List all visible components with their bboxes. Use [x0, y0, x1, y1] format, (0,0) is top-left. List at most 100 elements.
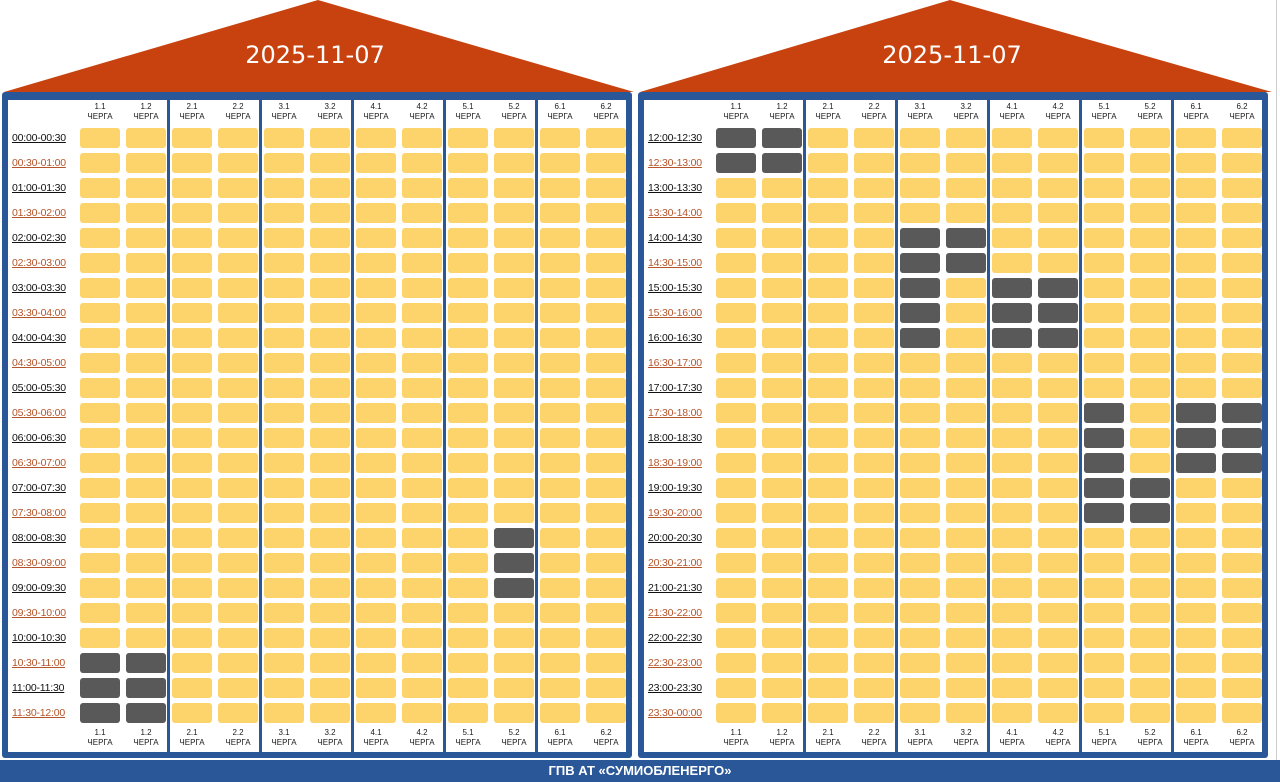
- power-on-cell: [808, 703, 848, 723]
- power-on-cell: [494, 328, 534, 348]
- power-on-cell: [808, 228, 848, 248]
- power-on-cell: [494, 678, 534, 698]
- time-slot-row: 21:30-22:00: [644, 601, 1262, 626]
- power-on-cell: [494, 153, 534, 173]
- queue-word: ЧЕРГА: [953, 112, 979, 121]
- power-on-cell: [1176, 303, 1216, 323]
- power-on-cell: [946, 578, 986, 598]
- queue-number: 1.2: [140, 102, 152, 111]
- queue-number: 1.1: [94, 102, 106, 111]
- power-on-cell: [80, 503, 120, 523]
- time-slot-row: 04:30-05:00: [8, 351, 626, 376]
- time-slot-row: 00:00-00:30: [8, 126, 626, 151]
- outage-cell: [494, 528, 534, 548]
- outage-cell: [1084, 478, 1124, 498]
- power-on-cell: [126, 628, 166, 648]
- power-on-cell: [586, 553, 626, 573]
- power-on-cell: [540, 628, 580, 648]
- power-on-cell: [1038, 628, 1078, 648]
- power-on-cell: [448, 503, 488, 523]
- power-on-cell: [264, 628, 304, 648]
- queue-number: 3.1: [278, 728, 290, 737]
- power-on-cell: [356, 503, 396, 523]
- schedule-grid-right: 1.1 ЧЕРГА 1.2 ЧЕРГА 2.1 ЧЕРГА 2.2 ЧЕРГА 3.1 ЧЕРГА…: [644, 100, 1262, 752]
- power-on-cell: [264, 578, 304, 598]
- queue-header-2.1: 2.1 ЧЕРГА: [169, 102, 215, 122]
- queue-header-6.1: 6.1 ЧЕРГА: [537, 102, 583, 122]
- power-on-cell: [402, 653, 442, 673]
- power-on-cell: [126, 403, 166, 423]
- time-slot-label: 09:30-10:00: [12, 607, 66, 619]
- queue-word: ЧЕРГА: [87, 738, 113, 747]
- power-on-cell: [540, 128, 580, 148]
- time-slot-row: 09:30-10:00: [8, 601, 626, 626]
- power-on-cell: [356, 378, 396, 398]
- time-slot-label: 13:00-13:30: [648, 182, 702, 194]
- power-on-cell: [218, 228, 258, 248]
- power-on-cell: [310, 228, 350, 248]
- power-on-cell: [356, 678, 396, 698]
- power-on-cell: [900, 503, 940, 523]
- queue-number: 1.1: [730, 728, 742, 737]
- power-on-cell: [540, 228, 580, 248]
- queue-word: ЧЕРГА: [317, 738, 343, 747]
- queue-word: ЧЕРГА: [363, 738, 389, 747]
- power-on-cell: [716, 478, 756, 498]
- queue-number: 1.1: [94, 728, 106, 737]
- queue-word: ЧЕРГА: [593, 112, 619, 121]
- schedule-panel-left: 1.1 ЧЕРГА 1.2 ЧЕРГА 2.1 ЧЕРГА 2.2 ЧЕРГА 3.1 ЧЕРГА…: [2, 92, 632, 758]
- power-on-cell: [946, 378, 986, 398]
- power-on-cell: [716, 378, 756, 398]
- queue-number: 1.2: [776, 728, 788, 737]
- outage-cell: [126, 678, 166, 698]
- power-on-cell: [218, 578, 258, 598]
- power-on-cell: [762, 228, 802, 248]
- power-on-cell: [900, 528, 940, 548]
- outage-cell: [126, 653, 166, 673]
- power-on-cell: [494, 703, 534, 723]
- power-on-cell: [808, 478, 848, 498]
- power-on-cell: [448, 353, 488, 373]
- queue-header-2.2: 2.2 ЧЕРГА: [851, 102, 897, 122]
- queue-word: ЧЕРГА: [271, 112, 297, 121]
- power-on-cell: [1130, 128, 1170, 148]
- power-on-cell: [946, 553, 986, 573]
- outage-cell: [900, 303, 940, 323]
- queue-number: 5.1: [1098, 102, 1110, 111]
- power-on-cell: [80, 353, 120, 373]
- power-on-cell: [540, 478, 580, 498]
- time-slot-label: 12:30-13:00: [648, 157, 702, 169]
- power-on-cell: [126, 228, 166, 248]
- power-on-cell: [264, 278, 304, 298]
- outage-cell: [992, 303, 1032, 323]
- time-slot-label: 10:30-11:00: [12, 657, 66, 669]
- time-slot-row: 00:30-01:00: [8, 151, 626, 176]
- queue-word: ЧЕРГА: [409, 112, 435, 121]
- queue-header-1.1: 1.1 ЧЕРГА: [77, 102, 123, 122]
- queue-word: ЧЕРГА: [815, 112, 841, 121]
- queue-header-5.1: 5.1 ЧЕРГА: [1081, 102, 1127, 122]
- power-on-cell: [854, 578, 894, 598]
- queue-header-bottom: 1.1 ЧЕРГА 1.2 ЧЕРГА 2.1 ЧЕРГА 2.2 ЧЕРГА 3.1 ЧЕРГА…: [8, 726, 638, 752]
- queue-word: ЧЕРГА: [769, 112, 795, 121]
- power-on-cell: [126, 453, 166, 473]
- power-on-cell: [310, 328, 350, 348]
- time-slot-label: 09:00-09:30: [12, 582, 66, 594]
- power-on-cell: [716, 278, 756, 298]
- power-on-cell: [264, 453, 304, 473]
- time-slot-row: 14:30-15:00: [644, 251, 1262, 276]
- schedule-panel-right: 1.1 ЧЕРГА 1.2 ЧЕРГА 2.1 ЧЕРГА 2.2 ЧЕРГА 3.1 ЧЕРГА…: [638, 92, 1268, 758]
- power-on-cell: [1084, 578, 1124, 598]
- power-on-cell: [854, 653, 894, 673]
- power-on-cell: [218, 603, 258, 623]
- time-slot-label: 06:00-06:30: [12, 432, 66, 444]
- power-on-cell: [494, 178, 534, 198]
- power-on-cell: [356, 478, 396, 498]
- power-on-cell: [172, 428, 212, 448]
- power-on-cell: [218, 703, 258, 723]
- power-on-cell: [586, 303, 626, 323]
- power-on-cell: [586, 178, 626, 198]
- power-on-cell: [80, 478, 120, 498]
- time-slot-row: 23:30-00:00: [644, 701, 1262, 726]
- power-on-cell: [854, 453, 894, 473]
